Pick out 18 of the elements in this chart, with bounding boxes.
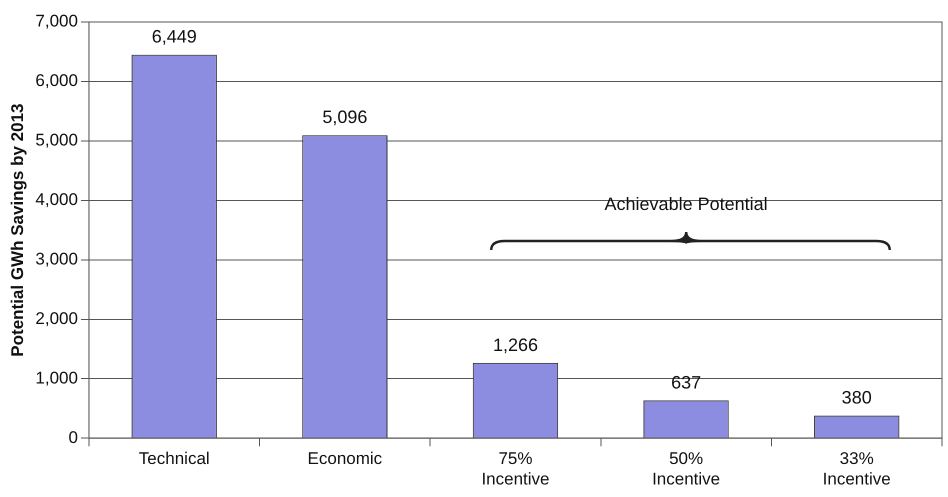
y-tick-label: 6,000 [35, 71, 78, 90]
x-tick-label: 50% Incentive [652, 449, 720, 488]
x-tick-label: 33% Incentive [822, 449, 891, 488]
y-tick-label: 7,000 [35, 12, 78, 31]
y-tick-label: 0 [68, 428, 78, 447]
data-label: 5,096 [322, 107, 368, 128]
y-axis-title: Potential GWh Savings by 2013 [8, 104, 27, 357]
x-tick-label: Technical [138, 449, 210, 468]
data-label: 380 [842, 388, 872, 408]
x-tick-label: 75% Incentive [481, 449, 550, 488]
data-label: 6,449 [152, 26, 197, 47]
y-tick-label: 1,000 [35, 368, 78, 388]
y-tick-label: 4,000 [35, 190, 78, 210]
y-tick-label: 3,000 [35, 250, 78, 269]
data-label: 1,266 [492, 334, 538, 355]
y-tick-label: 2,000 [35, 308, 78, 328]
x-tick-label: Economic [308, 449, 383, 468]
y-tick-label: 5,000 [35, 130, 78, 150]
